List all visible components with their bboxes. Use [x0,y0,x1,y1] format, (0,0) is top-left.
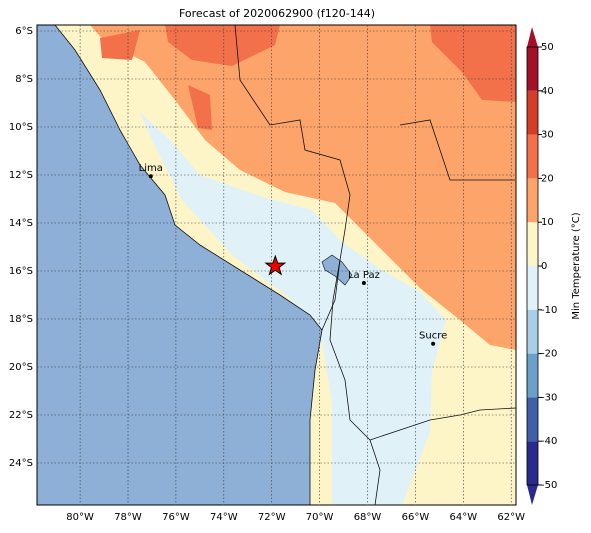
colorbar-segment [527,266,538,310]
coastline [54,25,323,505]
lake-titicaca [321,254,353,286]
colorbar-segment [527,309,538,354]
field-20-30 [165,25,280,66]
colorbar-tick-label: 40 [541,86,554,97]
field-20-30 [188,85,212,130]
title: Forecast of 2020062900 (f120-144) [179,7,375,20]
colorbar-segment [527,397,538,442]
colorbar-extend-bottom [527,485,538,505]
y-tick-label: 6°S [15,26,33,37]
colorbar-tick-label: -50 [541,480,557,491]
city-dot [431,341,436,346]
y-tick-label: 8°S [15,74,33,85]
y-tick-label: 18°S [9,314,33,325]
colorbar-segment [527,47,538,91]
colorbar-tick-label: 10 [541,217,554,228]
x-tick-label: 72°W [258,512,286,523]
x-tick-label: 64°W [449,512,477,523]
y-tick-label: 16°S [9,266,33,277]
y-tick-label: 24°S [9,458,33,469]
x-tick-label: 78°W [114,512,142,523]
colorbar-extend-top [527,27,538,47]
x-tick-label: 68°W [354,512,382,523]
ocean [37,25,322,505]
field-20-30 [100,30,140,60]
city-label: La Paz [348,270,380,281]
y-tick-label: 12°S [9,170,33,181]
colorbar-label: Min Temperature (°C) [571,212,582,319]
city-label: Sucre [419,331,447,342]
colorbar-tick-label: -20 [541,349,557,360]
x-tick-label: 62°W [497,512,525,523]
colorbar-segment [527,90,538,135]
colorbar-tick-label: 30 [541,130,554,141]
border [399,119,515,181]
x-tick-label: 80°W [66,512,94,523]
city-dot [148,174,153,179]
colorbar-tick-label: 20 [541,173,554,184]
colorbar-tick-label: -10 [541,305,557,316]
y-tick-label: 10°S [9,122,33,133]
border [321,259,341,331]
x-tick-label: 70°W [306,512,334,523]
city-dot [361,281,366,285]
colorbar-segment [527,178,538,223]
city-label: Lima [139,163,163,174]
map-frame [36,24,517,506]
map-area [37,25,516,505]
x-tick-label: 76°W [162,512,190,523]
field-20-30 [430,25,516,102]
colorbar-segment [527,441,538,485]
colorbar-segment [527,222,538,266]
field-minus10-0 [140,112,446,505]
colorbar-segment [527,353,538,398]
border [369,407,516,441]
x-tick-label: 74°W [210,512,238,523]
colorbar-frame [526,46,539,486]
x-tick-label: 66°W [402,512,430,523]
star-marker [264,254,287,276]
colorbar-tick-label: -30 [541,392,557,403]
colorbar-tick-label: 50 [541,42,554,53]
y-tick-label: 22°S [9,410,33,421]
border [369,439,381,505]
border [234,25,371,441]
colorbar-segment [527,134,538,179]
colorbar-tick-label: -40 [541,436,557,447]
y-tick-label: 20°S [9,362,33,373]
colorbar-tick-label: 0 [541,261,547,272]
y-tick-label: 14°S [9,218,33,229]
